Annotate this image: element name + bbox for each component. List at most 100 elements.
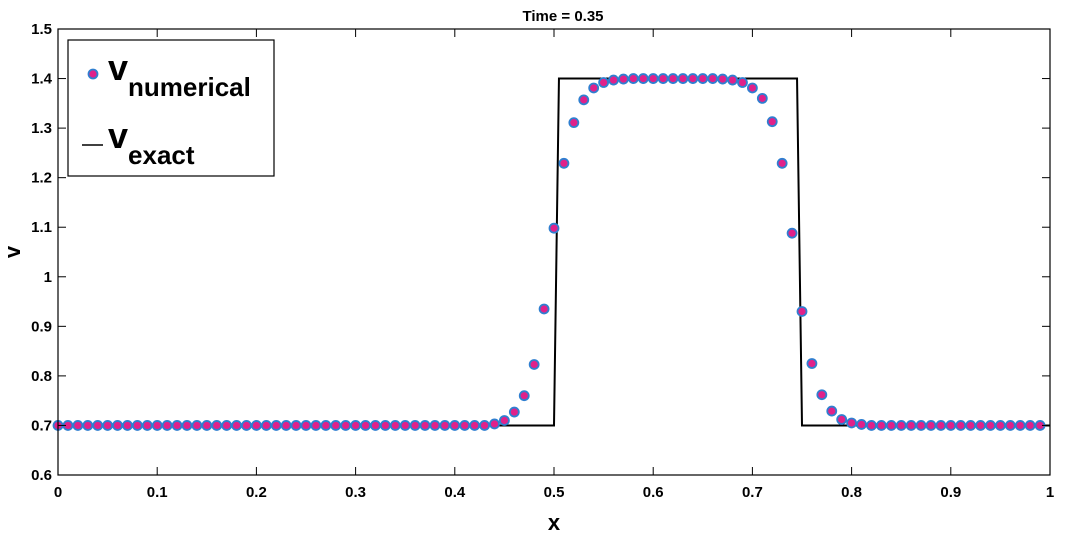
numerical-point	[866, 420, 877, 431]
y-tick-label: 0.8	[31, 368, 52, 385]
numerical-point	[1024, 420, 1036, 431]
numerical-point	[122, 420, 133, 431]
x-tick-label: 0.7	[742, 484, 763, 501]
numerical-point	[548, 222, 560, 234]
numerical-point	[915, 420, 927, 431]
numerical-point	[1014, 420, 1026, 431]
x-tick-label: 0.6	[643, 484, 664, 501]
numerical-point	[310, 420, 322, 431]
numerical-point	[201, 420, 213, 431]
numerical-point	[707, 73, 719, 84]
numerical-point	[618, 73, 629, 85]
numerical-point	[955, 420, 967, 431]
numerical-point	[687, 73, 699, 84]
numerical-point	[747, 82, 758, 94]
numerical-point	[895, 420, 907, 431]
numerical-point	[608, 74, 619, 86]
numerical-point	[985, 420, 996, 431]
numerical-point	[439, 420, 451, 431]
numerical-point	[935, 420, 947, 431]
numerical-point	[588, 82, 600, 94]
numerical-point	[975, 420, 986, 431]
numerical-point	[479, 420, 490, 431]
y-tick-label: 0.9	[31, 318, 52, 335]
numerical-point	[647, 73, 659, 84]
numerical-point	[627, 73, 639, 84]
y-tick-label: 1	[44, 269, 52, 286]
numerical-point	[211, 420, 223, 431]
x-tick-label: 1	[1046, 484, 1054, 501]
numerical-point	[221, 420, 233, 431]
numerical-point	[112, 420, 123, 431]
numerical-point	[330, 420, 342, 431]
numerical-point	[875, 420, 887, 431]
numerical-point	[558, 157, 570, 169]
numerical-point	[727, 74, 738, 86]
numerical-point	[598, 77, 609, 88]
numerical-point	[241, 420, 252, 431]
numerical-point	[697, 73, 709, 84]
numerical-point	[181, 420, 193, 431]
numerical-point	[518, 390, 530, 402]
numerical-point	[816, 389, 828, 401]
numerical-point	[667, 73, 679, 84]
numerical-point	[965, 420, 977, 431]
x-tick-label: 0.5	[544, 484, 565, 501]
numerical-point	[756, 92, 768, 104]
numerical-point	[131, 420, 143, 431]
numerical-point	[72, 420, 84, 431]
numerical-point	[826, 405, 838, 417]
tick-layer: 0 0.1 0.2 0.3 0.4 0.5 0.6 0.7 0.8 0.9 1 0.6 0.7 0.8 0.…	[31, 21, 1054, 501]
numerical-point	[498, 415, 510, 426]
numerical-point	[836, 414, 848, 425]
numerical-point	[905, 420, 917, 431]
numerical-point	[786, 227, 798, 239]
x-axis-label: x	[548, 510, 561, 534]
numerical-point	[995, 420, 1006, 431]
numerical-point	[429, 420, 441, 431]
numerical-point	[92, 420, 104, 431]
numerical-point	[250, 420, 262, 431]
numerical-point	[945, 420, 957, 431]
x-tick-label: 0.2	[246, 484, 267, 501]
numerical-point	[399, 420, 411, 431]
x-tick-label: 0.8	[841, 484, 862, 501]
numerical-point	[508, 406, 520, 418]
y-tick-label: 1.5	[31, 21, 52, 38]
y-tick-label: 1.2	[31, 170, 52, 187]
legend-marker-numerical	[87, 68, 99, 80]
x-tick-label: 0.9	[940, 484, 961, 501]
numerical-point	[885, 420, 897, 431]
y-axis-label: v	[0, 245, 25, 258]
numerical-point	[538, 303, 550, 315]
legend-label-exact: vexact	[108, 115, 195, 170]
numerical-point	[766, 116, 778, 128]
numerical-point	[360, 420, 371, 431]
legend-box	[67, 39, 275, 177]
numerical-point	[677, 73, 689, 84]
numerical-point	[379, 420, 391, 431]
numerical-point	[191, 420, 203, 431]
numerical-point	[846, 417, 857, 429]
numerical-point	[796, 306, 808, 317]
numerical-point	[637, 73, 649, 84]
numerical-point	[568, 117, 580, 129]
numerical-point	[409, 420, 421, 431]
numerical-point	[419, 420, 431, 431]
numerical-point	[260, 420, 272, 431]
numerical-point	[657, 73, 669, 84]
numerical-point	[370, 420, 381, 431]
numerical-point	[528, 359, 540, 370]
numerical-point	[469, 420, 481, 431]
numerical-point	[489, 418, 500, 430]
numerical-point	[350, 420, 362, 431]
x-tick-label: 0.4	[444, 484, 466, 501]
numerical-point	[1004, 420, 1016, 431]
y-tick-label: 1.4	[31, 71, 53, 88]
y-tick-label: 0.7	[31, 417, 52, 434]
legend-exact-base: v	[108, 115, 128, 156]
legend-numerical-base: v	[108, 47, 128, 88]
y-tick-label: 1.3	[31, 120, 52, 137]
numerical-point	[459, 420, 471, 431]
